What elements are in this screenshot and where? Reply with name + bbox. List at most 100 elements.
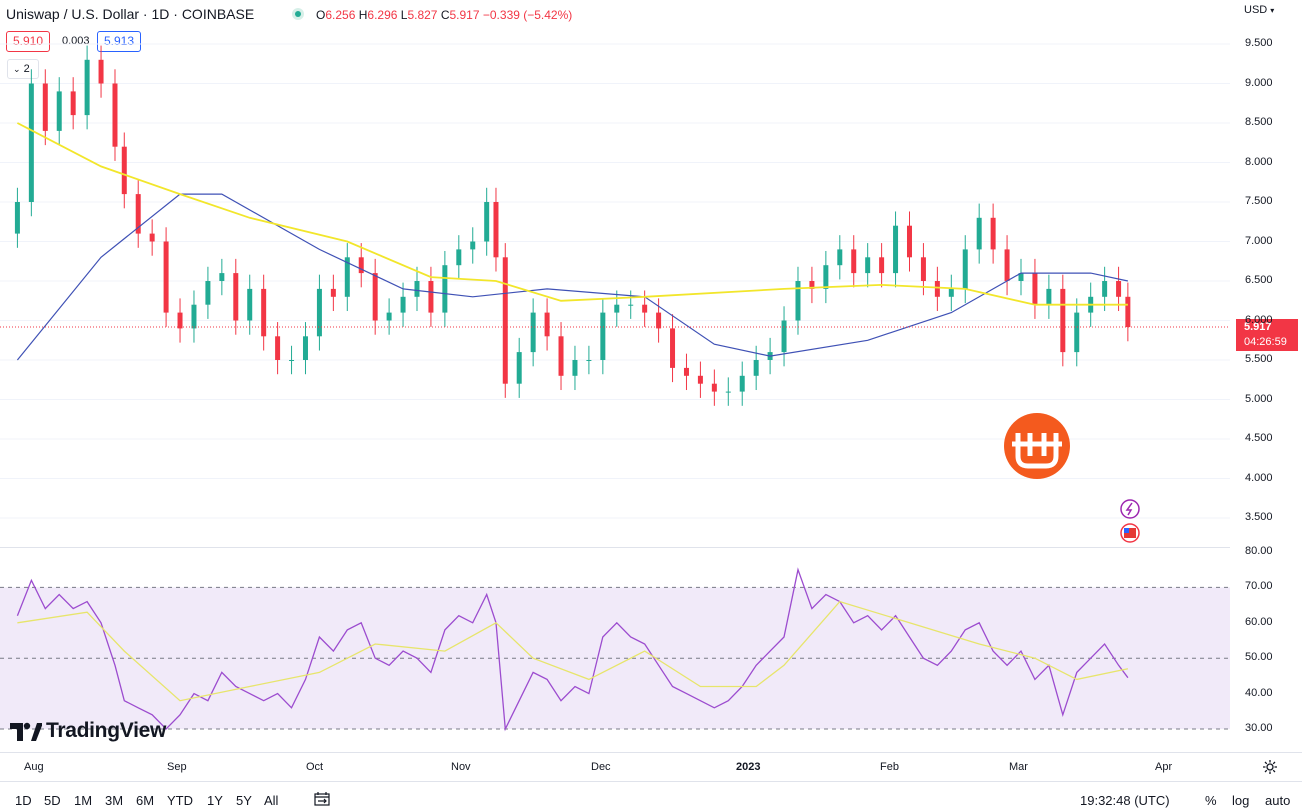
candle-body (725, 391, 731, 393)
timeframe-button-6m[interactable]: 6M (136, 793, 155, 808)
candle-body (261, 288, 267, 337)
candle-body (530, 312, 536, 353)
lightning-bolt (1125, 502, 1133, 516)
us-flag-event-icon (1120, 523, 1140, 543)
candle-body (98, 59, 104, 84)
tradingview-wordmark[interactable]: TradingView (46, 719, 167, 742)
chevron-down-icon: ▾ (1270, 6, 1275, 15)
candle-body (1074, 312, 1080, 353)
candle-body (920, 257, 926, 281)
market-status-icon[interactable] (292, 8, 304, 20)
ohlc-legend: O6.256 H6.296 L5.827 C5.917 −0.339 (−5.4… (316, 8, 572, 22)
gear-icon[interactable] (1262, 759, 1278, 775)
candle-body (358, 257, 364, 274)
log-scale-button[interactable]: log (1232, 793, 1250, 808)
price-tick-label: 7.500 (1245, 195, 1273, 207)
price-tick-label: 3.500 (1245, 511, 1273, 523)
timeframe-button-1m[interactable]: 1M (74, 793, 93, 808)
ma_fast-line (16, 193, 1129, 361)
rsi-tick-label: 80.00 (1245, 545, 1273, 557)
close-value: 5.917 (449, 8, 480, 22)
candle-body (28, 83, 34, 202)
candle-body (344, 257, 350, 297)
change-value: −0.339 (−5.42%) (482, 8, 573, 22)
currency-selector[interactable]: USD ▾ (1244, 4, 1274, 16)
candle-body (1046, 288, 1052, 305)
candle-body (1004, 249, 1010, 281)
candle-body (84, 59, 90, 116)
time-tick-label: Nov (451, 761, 471, 773)
candle-body (219, 273, 225, 281)
candle-body (247, 288, 253, 321)
timeframe-button-1d[interactable]: 1D (15, 793, 32, 808)
pane-separator[interactable] (0, 547, 1230, 548)
ma_slow-line (16, 122, 1128, 306)
low-key: L (400, 8, 408, 22)
calendar-range-icon[interactable] (314, 792, 330, 806)
open-key: O (316, 8, 326, 22)
candle-body (493, 202, 499, 258)
timeframe-button-3m[interactable]: 3M (105, 793, 124, 808)
time-axis[interactable]: Aug Sep Oct Nov Dec 2023 Feb Mar Apr (0, 752, 1302, 780)
candle-body (739, 375, 745, 392)
candle-body (628, 304, 634, 306)
rsi-chart[interactable] (0, 548, 1230, 752)
candle-body (121, 146, 127, 195)
coin-watermark-icon (1004, 413, 1070, 479)
candle-body (823, 265, 829, 289)
candle-body (56, 91, 62, 131)
time-tick-label: Feb (880, 761, 899, 773)
candle-body (302, 336, 308, 360)
flag-stripes (1124, 528, 1136, 538)
time-tick-label: Mar (1009, 761, 1028, 773)
currency-label: USD (1244, 4, 1268, 16)
candle-body (470, 241, 476, 250)
price-chart[interactable] (0, 28, 1230, 547)
candle-body (558, 336, 564, 376)
rsi-line (16, 567, 1129, 732)
candle-body (516, 352, 522, 384)
candle-body (1116, 281, 1122, 297)
timeframe-button-5d[interactable]: 5D (44, 793, 61, 808)
candle-body (1032, 273, 1038, 305)
price-tick-label: 6.000 (1245, 313, 1273, 326)
rsi_ma-line (17, 600, 1129, 702)
price-tick-label: 5.500 (1245, 353, 1273, 365)
candle-body (1102, 281, 1108, 297)
candle-body (275, 336, 281, 360)
candle-body (962, 249, 968, 289)
timeframe-button-all[interactable]: All (264, 793, 279, 808)
candle-body (400, 296, 406, 313)
rsi-tick-label: 30.00 (1245, 722, 1273, 734)
candle-body (809, 281, 815, 289)
auto-scale-button[interactable]: auto (1265, 793, 1291, 808)
timeframe-button-5y[interactable]: 5Y (236, 793, 252, 808)
candle-body (656, 312, 662, 329)
price-tick-label: 7.000 (1245, 234, 1273, 247)
time-tick-label: Dec (591, 761, 611, 773)
utc-clock[interactable]: 19:32:48 (UTC) (1080, 793, 1170, 808)
candle-body (711, 383, 717, 392)
candle-body (865, 257, 871, 274)
candle-body (753, 360, 759, 376)
timeframe-button-ytd[interactable]: YTD (167, 793, 193, 808)
symbol-title[interactable]: Uniswap / U.S. Dollar · 1D · COINBASE (6, 6, 255, 22)
indicator-count: 2 (23, 63, 30, 75)
price-tick-label: 4.500 (1245, 432, 1273, 444)
percent-scale-button[interactable]: % (1205, 793, 1217, 808)
high-value: 6.296 (367, 8, 398, 22)
candle-body (372, 273, 378, 321)
candle-body (1125, 296, 1131, 328)
candle-body (976, 217, 982, 250)
price-tick-label: 8.500 (1245, 116, 1273, 128)
bar-countdown: 04:26:59 (1244, 336, 1287, 348)
tradingview-logo-icon[interactable] (10, 719, 42, 745)
rsi-tick-label: 50.00 (1245, 651, 1273, 664)
coin-glyph (1012, 433, 1062, 469)
candle-body (683, 367, 689, 376)
price-tick-label: 6.500 (1245, 274, 1273, 286)
timeframe-button-1y[interactable]: 1Y (207, 793, 223, 808)
candle-body (879, 257, 885, 274)
candle-body (670, 328, 676, 368)
candle-body (177, 312, 183, 329)
